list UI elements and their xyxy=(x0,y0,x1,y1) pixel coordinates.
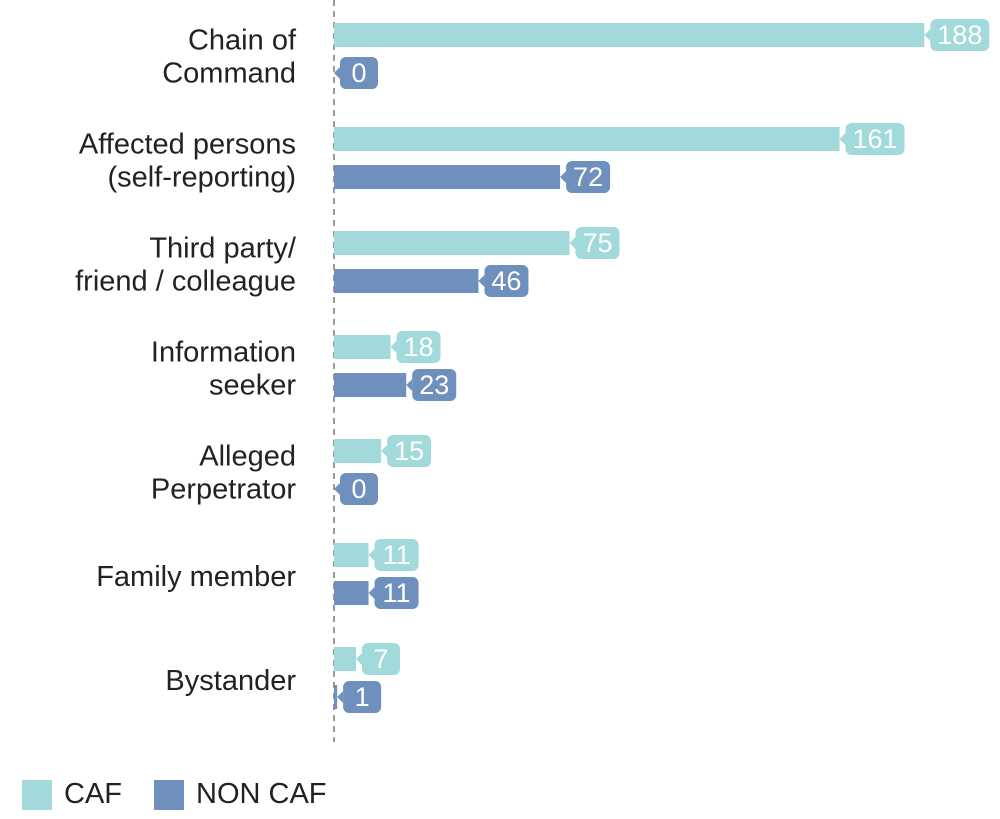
category-label: Bystander xyxy=(165,665,296,697)
value-tag xyxy=(340,473,378,505)
bar-noncaf xyxy=(334,685,338,709)
value-tag-pointer xyxy=(569,237,576,249)
category-label: Alleged xyxy=(199,441,296,473)
value-tag xyxy=(484,265,529,297)
legend-item-caf: CAF xyxy=(22,778,122,811)
value-label: 188 xyxy=(937,20,982,50)
value-tag xyxy=(566,161,611,193)
value-tag xyxy=(374,539,419,571)
value-label: 18 xyxy=(403,332,433,362)
value-label: 23 xyxy=(419,370,449,400)
value-label: 0 xyxy=(351,474,366,504)
value-tag-pointer xyxy=(368,587,375,599)
value-tag xyxy=(930,19,990,51)
value-label: 11 xyxy=(383,578,411,608)
category-label: seeker xyxy=(209,370,296,402)
legend: CAF NON CAF xyxy=(22,778,359,811)
value-label: 72 xyxy=(573,162,603,192)
value-label: 46 xyxy=(491,266,521,296)
category-label: friend / colleague xyxy=(75,266,296,298)
bar-caf xyxy=(334,127,840,151)
value-tag-pointer xyxy=(406,379,413,391)
category-label: Affected persons xyxy=(79,129,296,161)
value-tag xyxy=(374,577,419,609)
category-label: (self-reporting) xyxy=(107,162,296,194)
value-tag-pointer xyxy=(924,29,931,41)
legend-label-caf: CAF xyxy=(64,778,122,810)
category-label: Information xyxy=(151,337,296,369)
value-tag-pointer xyxy=(839,133,846,145)
value-tag xyxy=(340,57,378,89)
legend-swatch-noncaf xyxy=(154,779,184,810)
bars-group: 188 0 161 72 75 46 18 23 15 0 11 11 71 xyxy=(334,19,990,713)
value-tag xyxy=(343,681,382,713)
value-label: 75 xyxy=(582,228,612,258)
value-tag-pointer xyxy=(337,691,344,703)
value-tag xyxy=(396,331,441,363)
value-tag-pointer xyxy=(478,275,485,287)
value-label: 11 xyxy=(383,540,411,570)
value-tag-pointer xyxy=(560,171,567,183)
bar-chart: 188 0 161 72 75 46 18 23 15 0 11 11 71 Chain ofComma… xyxy=(75,0,990,742)
bar-caf xyxy=(334,647,356,671)
value-tag xyxy=(845,123,905,155)
value-tag-pointer xyxy=(368,549,375,561)
bar-caf xyxy=(334,543,369,567)
value-tag-pointer xyxy=(355,653,362,665)
legend-label-noncaf: NON CAF xyxy=(196,778,327,810)
value-tag xyxy=(387,435,432,467)
category-label: Command xyxy=(162,58,296,90)
bar-noncaf xyxy=(334,373,407,397)
value-tag xyxy=(361,643,400,675)
bar-noncaf xyxy=(334,165,561,189)
value-label: 15 xyxy=(394,436,424,466)
value-label: 0 xyxy=(351,58,366,88)
bar-caf xyxy=(334,231,570,255)
bar-noncaf xyxy=(334,581,369,605)
value-label: 1 xyxy=(355,682,370,712)
bar-caf xyxy=(334,439,382,463)
value-tag-pointer xyxy=(390,341,397,353)
legend-item-noncaf: NON CAF xyxy=(154,778,327,811)
category-label: Chain of xyxy=(188,25,297,57)
value-label: 7 xyxy=(373,644,388,674)
category-label: Third party/ xyxy=(149,233,297,265)
category-label: Perpetrator xyxy=(151,474,296,506)
value-tag-pointer xyxy=(334,483,340,495)
legend-swatch-caf xyxy=(22,779,52,810)
bar-caf xyxy=(334,335,391,359)
bar-noncaf xyxy=(334,269,479,293)
bar-caf xyxy=(334,23,925,47)
category-label: Family member xyxy=(96,561,296,593)
value-label: 161 xyxy=(853,124,898,154)
value-tag-pointer xyxy=(334,67,340,79)
value-tag xyxy=(575,227,620,259)
value-tag-pointer xyxy=(381,445,388,457)
value-tag xyxy=(412,369,457,401)
